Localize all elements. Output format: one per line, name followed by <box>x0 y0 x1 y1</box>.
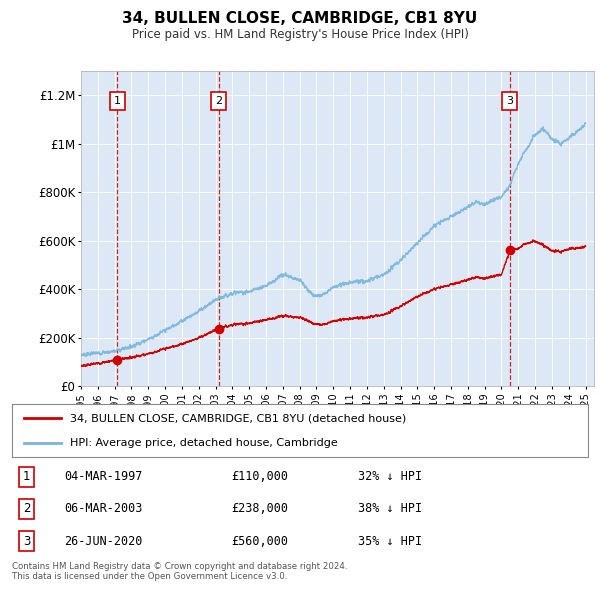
Text: 34, BULLEN CLOSE, CAMBRIDGE, CB1 8YU: 34, BULLEN CLOSE, CAMBRIDGE, CB1 8YU <box>122 11 478 25</box>
Text: 32% ↓ HPI: 32% ↓ HPI <box>358 470 422 483</box>
Text: £560,000: £560,000 <box>231 535 288 548</box>
Text: 2: 2 <box>23 502 30 516</box>
Text: 3: 3 <box>23 535 30 548</box>
Text: 06-MAR-2003: 06-MAR-2003 <box>64 502 142 516</box>
Text: 1: 1 <box>114 96 121 106</box>
Text: 26-JUN-2020: 26-JUN-2020 <box>64 535 142 548</box>
Text: 1: 1 <box>23 470 30 483</box>
Text: 04-MAR-1997: 04-MAR-1997 <box>64 470 142 483</box>
Text: 3: 3 <box>506 96 513 106</box>
Text: 2: 2 <box>215 96 222 106</box>
Text: HPI: Average price, detached house, Cambridge: HPI: Average price, detached house, Camb… <box>70 438 337 448</box>
Text: 34, BULLEN CLOSE, CAMBRIDGE, CB1 8YU (detached house): 34, BULLEN CLOSE, CAMBRIDGE, CB1 8YU (de… <box>70 414 406 424</box>
Text: Contains HM Land Registry data © Crown copyright and database right 2024.
This d: Contains HM Land Registry data © Crown c… <box>12 562 347 581</box>
Text: 38% ↓ HPI: 38% ↓ HPI <box>358 502 422 516</box>
Text: £110,000: £110,000 <box>231 470 288 483</box>
Text: 35% ↓ HPI: 35% ↓ HPI <box>358 535 422 548</box>
Text: Price paid vs. HM Land Registry's House Price Index (HPI): Price paid vs. HM Land Registry's House … <box>131 28 469 41</box>
Text: £238,000: £238,000 <box>231 502 288 516</box>
